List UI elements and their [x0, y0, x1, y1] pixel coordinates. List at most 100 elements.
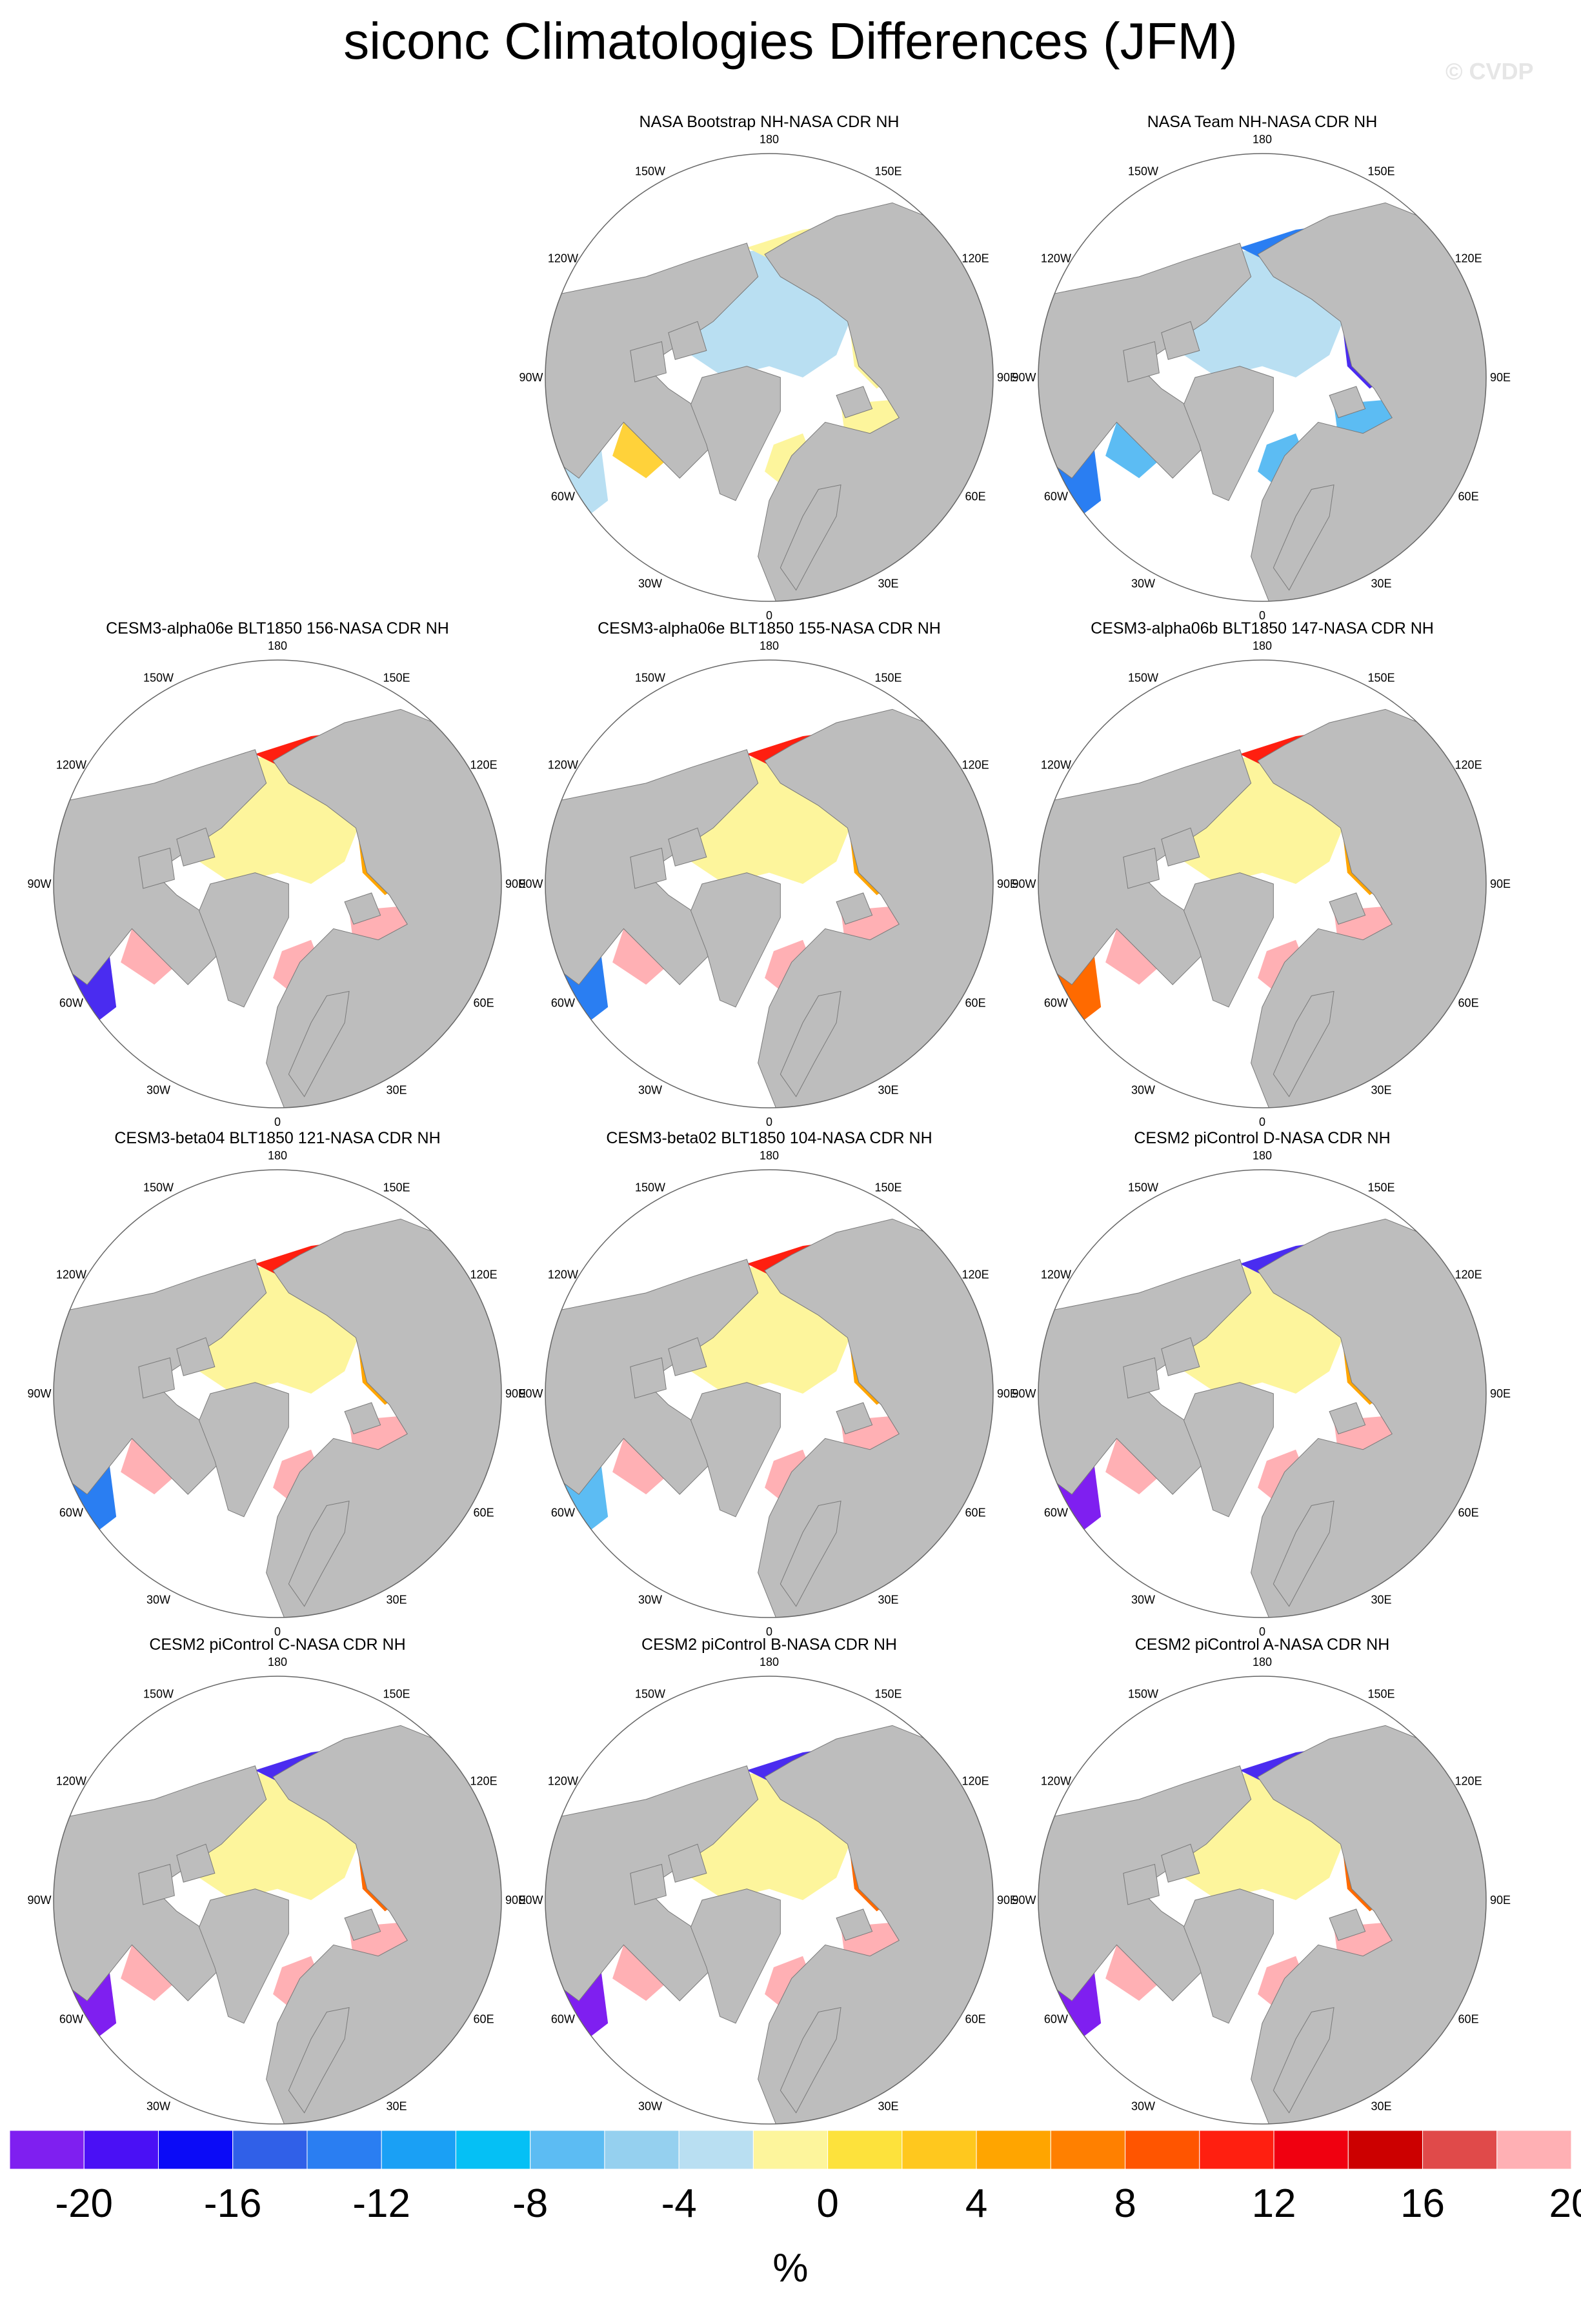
colorbar-cell — [1347, 2130, 1424, 2170]
lon-label: 30W — [638, 1594, 662, 1607]
colorbar-cell — [1050, 2130, 1126, 2170]
lon-label: 30W — [146, 1594, 170, 1607]
lon-label: 180 — [760, 1149, 779, 1162]
lon-label: 120E — [962, 759, 989, 772]
lon-label: 150E — [874, 165, 901, 177]
lon-label: 60E — [1458, 490, 1479, 503]
lon-label: 180 — [760, 1656, 779, 1668]
lon-label: 0 — [274, 1625, 281, 1638]
colorbar-cell — [530, 2130, 605, 2170]
lon-label: 30W — [1131, 2100, 1155, 2113]
panel-title: CESM2 piControl A-NASA CDR NH — [1134, 1636, 1390, 1654]
lon-label: 90W — [519, 1387, 543, 1400]
lon-label: 120E — [1455, 759, 1482, 772]
lon-label: 120E — [470, 1775, 498, 1788]
land-greenland — [690, 1382, 781, 1518]
lon-label: 30E — [878, 1594, 898, 1607]
land-scandinavia — [288, 1500, 350, 1607]
land-islandB — [138, 847, 175, 889]
lon-label: 90E — [1490, 1387, 1511, 1400]
map-border — [1038, 153, 1487, 602]
land-islandA — [668, 1843, 707, 1883]
colorbar-tick-label: 8 — [1114, 2181, 1136, 2226]
watermark: © CVDP — [1445, 58, 1534, 85]
lon-label: 150W — [635, 1687, 665, 1700]
colorbar-cell — [455, 2130, 531, 2170]
lon-label: 150W — [1128, 671, 1158, 684]
lon-label: 150W — [1128, 1181, 1158, 1194]
land-islandC — [344, 1908, 381, 1941]
land-islandB — [138, 1863, 175, 1905]
colorbar-cell — [976, 2130, 1051, 2170]
map-panel: CESM3-beta02 BLT1850 104-NASA CDR NH 180 1… — [519, 1129, 1018, 1639]
lon-label: 90W — [519, 877, 543, 890]
land-scandinavia — [780, 484, 841, 591]
map-panel: NASA Team NH-NASA CDR NH 180 150E 120E 90E 60… — [1012, 113, 1511, 623]
map-panel: CESM2 piControl A-NASA CDR NH 180 150E 120E… — [1012, 1636, 1511, 2145]
lon-label: 0 — [766, 609, 772, 622]
lon-label: 120E — [962, 1775, 989, 1788]
lon-label: 150W — [143, 1181, 174, 1194]
lon-label: 30E — [1371, 1084, 1391, 1097]
map-border — [545, 659, 994, 1108]
colorbar-cell — [752, 2130, 829, 2170]
lon-label: 150E — [1367, 671, 1395, 684]
land-scandinavia — [1273, 2007, 1334, 2114]
lon-label: 180 — [268, 639, 287, 652]
colorbar-tick-label: -4 — [661, 2181, 697, 2226]
colorbar-cell — [901, 2130, 977, 2170]
colorbar-tick-label: -16 — [203, 2181, 262, 2226]
lon-label: 60W — [1044, 1507, 1068, 1519]
lon-label: 150E — [1367, 165, 1395, 177]
lon-label: 150W — [635, 671, 665, 684]
lon-label: 150W — [1128, 1687, 1158, 1700]
lon-label: 30E — [386, 1594, 407, 1607]
colorbar-cell — [381, 2130, 456, 2170]
colorbar-cell — [232, 2130, 308, 2170]
lon-label: 30W — [638, 2100, 662, 2113]
colorbar-tick-label: 4 — [965, 2181, 988, 2226]
lon-label: 120W — [1041, 759, 1071, 772]
land-islandB — [138, 1357, 175, 1399]
lon-label: 90E — [997, 877, 1018, 890]
panel-title: NASA Bootstrap NH-NASA CDR NH — [639, 113, 900, 131]
lon-label: 90W — [27, 877, 51, 890]
land-islandA — [1161, 1843, 1200, 1883]
colorbar-tick-label: -8 — [512, 2181, 549, 2226]
lon-label: 60E — [474, 1507, 494, 1519]
lon-label: 60W — [551, 1507, 575, 1519]
lon-label: 30E — [386, 2100, 407, 2113]
panel-title: CESM3-alpha06e BLT1850 155-NASA CDR NH — [598, 619, 941, 637]
lon-label: 90E — [505, 1387, 526, 1400]
colorbar-cell — [1199, 2130, 1274, 2170]
map-border — [545, 153, 994, 602]
lon-label: 120W — [1041, 1268, 1071, 1281]
page-title: siconc Climatologies Differences (JFM) — [343, 12, 1238, 70]
lon-label: 90E — [505, 1894, 526, 1907]
lon-label: 0 — [766, 1116, 772, 1128]
lon-label: 120E — [962, 252, 989, 265]
land-greenland — [199, 872, 289, 1008]
lon-label: 150W — [635, 165, 665, 177]
panel-title: CESM3-beta04 BLT1850 121-NASA CDR NH — [114, 1129, 441, 1147]
lon-label: 120E — [1455, 252, 1482, 265]
map-panel: CESM3-alpha06e BLT1850 156-NASA CDR NH 18… — [27, 619, 526, 1129]
lon-label: 60E — [965, 490, 986, 503]
lon-label: 90E — [997, 1387, 1018, 1400]
map-border — [1038, 1676, 1487, 2125]
lon-label: 60E — [965, 2013, 986, 2026]
lon-label: 60W — [1044, 2013, 1068, 2026]
land-islandC — [836, 386, 873, 419]
land-greenland — [1183, 366, 1274, 501]
lon-label: 0 — [274, 1116, 281, 1128]
panel-title: CESM3-beta02 BLT1850 104-NASA CDR NH — [606, 1129, 932, 1147]
land-islandB — [630, 847, 667, 889]
lon-label: 120W — [548, 1775, 578, 1788]
lon-label: 60E — [1458, 2013, 1479, 2026]
